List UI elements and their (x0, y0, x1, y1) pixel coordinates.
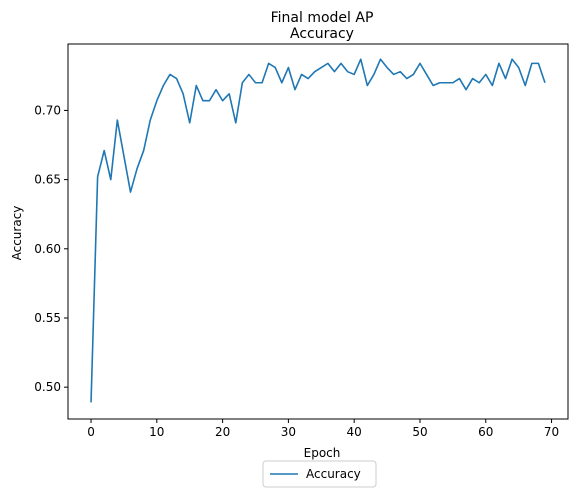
y-tick-label: 0.55 (34, 311, 61, 325)
x-tick-label: 30 (281, 425, 296, 439)
y-tick-label: 0.70 (34, 103, 61, 117)
x-tick-label: 10 (149, 425, 164, 439)
plot-frame (68, 44, 568, 419)
x-tick-label: 0 (87, 425, 95, 439)
y-tick-label: 0.50 (34, 380, 61, 394)
x-tick-label: 70 (544, 425, 559, 439)
y-axis-label: Accuracy (10, 206, 24, 261)
plot-area: 0 10 20 30 40 50 60 70 0.50 0.55 0.60 0.65 0.70 (34, 44, 568, 439)
x-tick-label: 20 (215, 425, 230, 439)
chart-title: Final model AP (271, 10, 374, 26)
x-axis-label: Epoch (304, 446, 341, 460)
chart-subtitle: Accuracy (290, 26, 354, 42)
series-line-0 (91, 59, 545, 402)
x-tick-label: 40 (347, 425, 362, 439)
y-tick-label: 0.60 (34, 242, 61, 256)
legend: Accuracy (263, 461, 376, 487)
y-tick-label: 0.65 (34, 173, 61, 187)
x-tick-label: 60 (478, 425, 493, 439)
x-tick-label: 50 (412, 425, 427, 439)
legend-label: Accuracy (306, 467, 361, 481)
